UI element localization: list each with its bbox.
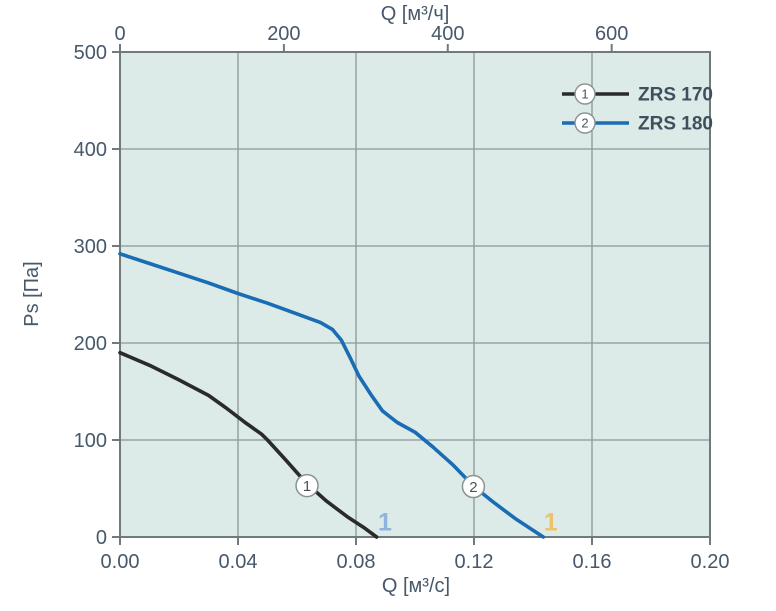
legend: 1 ZRS 170 2 ZRS 180 (562, 83, 713, 135)
y-axis-tick-label: 100 (74, 430, 107, 452)
curve-marker-circle (461, 474, 486, 499)
curve-marker-number: 2 (469, 479, 477, 496)
y-axis-tick-label: 0 (96, 527, 107, 549)
y-axis-tick-label: 200 (74, 333, 107, 355)
bottom-axis-tick-label: 0.00 (101, 551, 140, 573)
bottom-axis-tick-label: 0.20 (691, 551, 730, 573)
legend-marker-number: 2 (581, 116, 588, 131)
legend-label: ZRS 180 (638, 114, 713, 135)
axis-ticks: 0 200 400 600 0.00 0.04 0.08 0.12 0.16 0.20 0 100 20… (74, 23, 730, 573)
bottom-axis-tick-label: 0.16 (573, 551, 612, 573)
bottom-axis-tick-label: 0.08 (337, 551, 376, 573)
gridlines (120, 52, 710, 537)
legend-marker-circle (574, 112, 596, 134)
bottom-axis-title: Q [м³/с] (382, 575, 450, 597)
curve-marker-number: 1 (303, 478, 311, 495)
speed-label: 1 (378, 508, 392, 536)
top-axis-title: Q [м³/ч] (381, 3, 450, 25)
plot-area (120, 52, 710, 537)
plot-border (119, 51, 711, 538)
top-axis-tick-label: 400 (431, 23, 464, 45)
legend-marker-number: 1 (581, 87, 588, 102)
y-axis-tick-label: 300 (74, 236, 107, 258)
top-axis-tick-label: 0 (114, 23, 125, 45)
bottom-axis-tick-label: 0.12 (455, 551, 494, 573)
legend-marker-circle (574, 83, 596, 105)
speed-label: 1 (544, 508, 558, 536)
curve-marker-circle (295, 473, 319, 498)
top-axis-tick-label: 200 (267, 23, 300, 45)
y-axis-title: Ps [Па] (21, 261, 43, 327)
y-axis-tick-label: 400 (74, 139, 107, 161)
top-axis-tick-label: 600 (595, 23, 628, 45)
legend-label: ZRS 170 (638, 85, 713, 106)
curve-zrs-170 (118, 350, 379, 539)
y-axis-tick-label: 500 (74, 42, 107, 64)
bottom-axis-tick-label: 0.04 (219, 551, 258, 573)
